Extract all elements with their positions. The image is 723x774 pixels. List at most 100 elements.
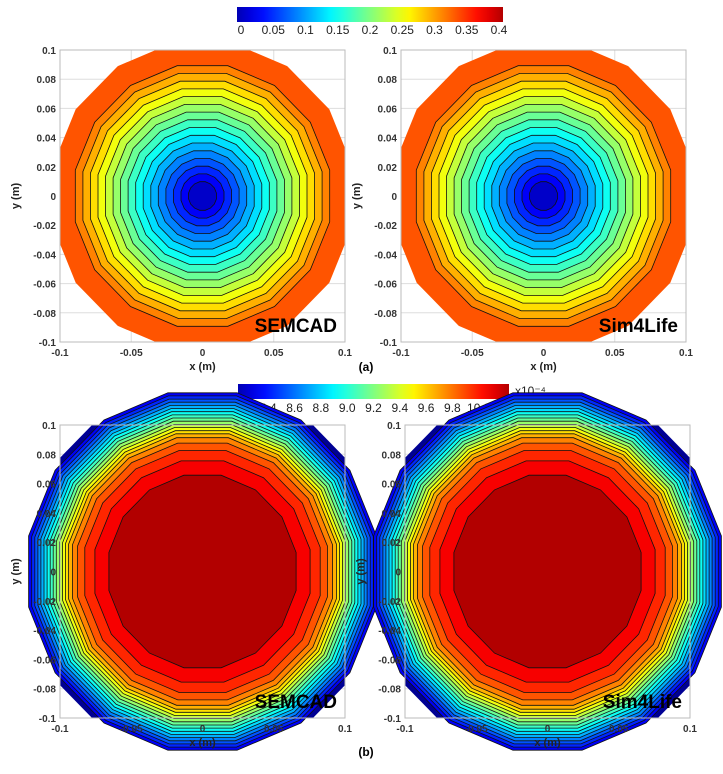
colorbar-tick-label: 0.3 — [426, 23, 443, 37]
colorbar-tick-label: 8.8 — [313, 401, 330, 415]
y-tick-label: -0.06 — [33, 280, 56, 291]
x-tick-label: 0 — [200, 348, 206, 359]
colorbar-tick-label: 0.25 — [391, 23, 415, 37]
colorbar — [237, 7, 503, 22]
y-tick-label: -0.02 — [33, 221, 56, 232]
y-tick-label: -0.1 — [380, 338, 398, 349]
y-tick-label: 0.02 — [37, 538, 57, 549]
contour-band — [108, 474, 297, 669]
y-axis-label: y (m) — [10, 558, 22, 585]
axes-box — [59, 424, 346, 719]
y-tick-label: 0.1 — [42, 46, 56, 57]
y-tick-label: 0.06 — [382, 480, 402, 491]
axes-box — [59, 49, 346, 343]
colorbar-tick-label: 9.4 — [391, 401, 408, 415]
software-annotation: SEMCAD — [255, 316, 337, 337]
contour-panel-b-semcad: -0.1 -0.05 0 0.05 0.1 0.1 0.08 0.06 0.04 0.02 0 -0.… — [10, 392, 377, 751]
y-tick-label: -0.06 — [378, 655, 401, 666]
x-axis-label: x (m) — [530, 361, 557, 373]
colorbar-tick-label: 0.35 — [455, 23, 479, 37]
y-tick-label: 0.1 — [383, 46, 397, 57]
x-tick-label: 0.05 — [264, 724, 284, 735]
y-tick-label: 0 — [395, 568, 401, 579]
y-tick-label: -0.08 — [378, 685, 401, 696]
y-tick-label: -0.02 — [33, 597, 56, 608]
x-tick-label: -0.1 — [396, 724, 414, 735]
contour-panel-a-sim4life: -0.1 -0.05 0 0.05 0.1 0.1 0.08 0.06 0.04 0.02 0 -0.… — [351, 46, 693, 373]
x-axis-label: x (m) — [189, 737, 216, 749]
y-tick-label: -0.1 — [384, 714, 402, 725]
x-tick-label: 0.1 — [683, 724, 697, 735]
y-tick-label: 0 — [50, 568, 56, 579]
colorbar-tick-label: 0.4 — [491, 23, 508, 37]
y-tick-label: -0.08 — [33, 309, 56, 320]
x-tick-label: -0.05 — [120, 724, 143, 735]
x-axis-label: x (m) — [189, 361, 216, 373]
y-tick-label: -0.04 — [33, 250, 56, 261]
x-tick-label: 0.1 — [338, 724, 352, 735]
colorbar-tick-label: 9.8 — [444, 401, 461, 415]
y-tick-label: -0.04 — [33, 626, 56, 637]
y-tick-label: 0.08 — [382, 450, 402, 461]
y-tick-label: -0.08 — [374, 309, 397, 320]
y-tick-label: 0.02 — [382, 538, 402, 549]
y-tick-label: 0.02 — [37, 163, 57, 174]
y-tick-label: 0.04 — [378, 134, 398, 145]
y-axis-label: y (m) — [351, 183, 363, 210]
colorbar-tick-label: 0.1 — [297, 23, 314, 37]
contour-panel-a-semcad: -0.1 -0.05 0 0.05 0.1 0.1 0.08 0.06 0.04 0.02 0 -0.… — [10, 46, 352, 373]
y-tick-label: 0.04 — [382, 509, 402, 520]
contour-band — [529, 181, 558, 211]
colorbar-tick-label: 0 — [238, 23, 245, 37]
x-tick-label: -0.05 — [461, 348, 484, 359]
y-tick-label: -0.1 — [39, 338, 57, 349]
colorbar-tick-label: 9.6 — [418, 401, 435, 415]
y-tick-label: -0.04 — [378, 626, 401, 637]
y-tick-label: 0.06 — [37, 104, 57, 115]
x-tick-label: 0 — [545, 724, 551, 735]
x-tick-label: 0 — [541, 348, 547, 359]
y-axis-label: y (m) — [355, 558, 367, 585]
y-tick-label: -0.08 — [33, 685, 56, 696]
y-tick-label: 0.02 — [378, 163, 398, 174]
y-tick-label: 0.06 — [37, 480, 57, 491]
y-tick-label: 0.04 — [37, 134, 57, 145]
y-tick-label: 0.06 — [378, 104, 398, 115]
x-tick-label: 0.05 — [605, 348, 625, 359]
y-tick-label: 0.1 — [387, 421, 401, 432]
x-tick-label: 0.1 — [338, 348, 352, 359]
y-tick-label: 0.08 — [37, 450, 57, 461]
x-tick-label: -0.05 — [120, 348, 143, 359]
colorbar-tick-label: 8.6 — [286, 401, 303, 415]
colorbar-tick-label: 0.15 — [326, 23, 350, 37]
colorbar-tick-label: 0.05 — [262, 23, 286, 37]
x-tick-label: -0.05 — [465, 724, 488, 735]
y-tick-label: 0 — [391, 192, 397, 203]
y-tick-label: -0.06 — [374, 280, 397, 291]
software-annotation: Sim4Life — [599, 316, 678, 337]
x-tick-label: -0.1 — [51, 348, 69, 359]
y-tick-label: -0.06 — [33, 655, 56, 666]
x-tick-label: -0.1 — [392, 348, 410, 359]
y-tick-label: -0.1 — [39, 714, 57, 725]
y-tick-label: 0.04 — [37, 509, 57, 520]
y-tick-label: -0.02 — [378, 597, 401, 608]
y-tick-label: 0.1 — [42, 421, 56, 432]
row-label: (a) — [359, 360, 374, 374]
axes-box — [404, 424, 691, 719]
x-tick-label: 0 — [200, 724, 206, 735]
contour-band — [188, 181, 217, 211]
contour-band — [453, 474, 642, 669]
axes-box — [400, 49, 687, 343]
software-annotation: SEMCAD — [255, 692, 337, 713]
x-tick-label: 0.05 — [609, 724, 629, 735]
x-axis-label: x (m) — [534, 737, 561, 749]
colorbar — [238, 384, 509, 399]
y-tick-label: -0.04 — [374, 250, 397, 261]
row-label: (b) — [358, 745, 373, 759]
y-axis-label: y (m) — [10, 183, 22, 210]
contour-panel-b-sim4life: -0.1 -0.05 0 0.05 0.1 0.1 0.08 0.06 0.04 0.02 0 -0.… — [355, 392, 722, 751]
x-tick-label: 0.05 — [264, 348, 284, 359]
x-tick-label: 0.1 — [679, 348, 693, 359]
